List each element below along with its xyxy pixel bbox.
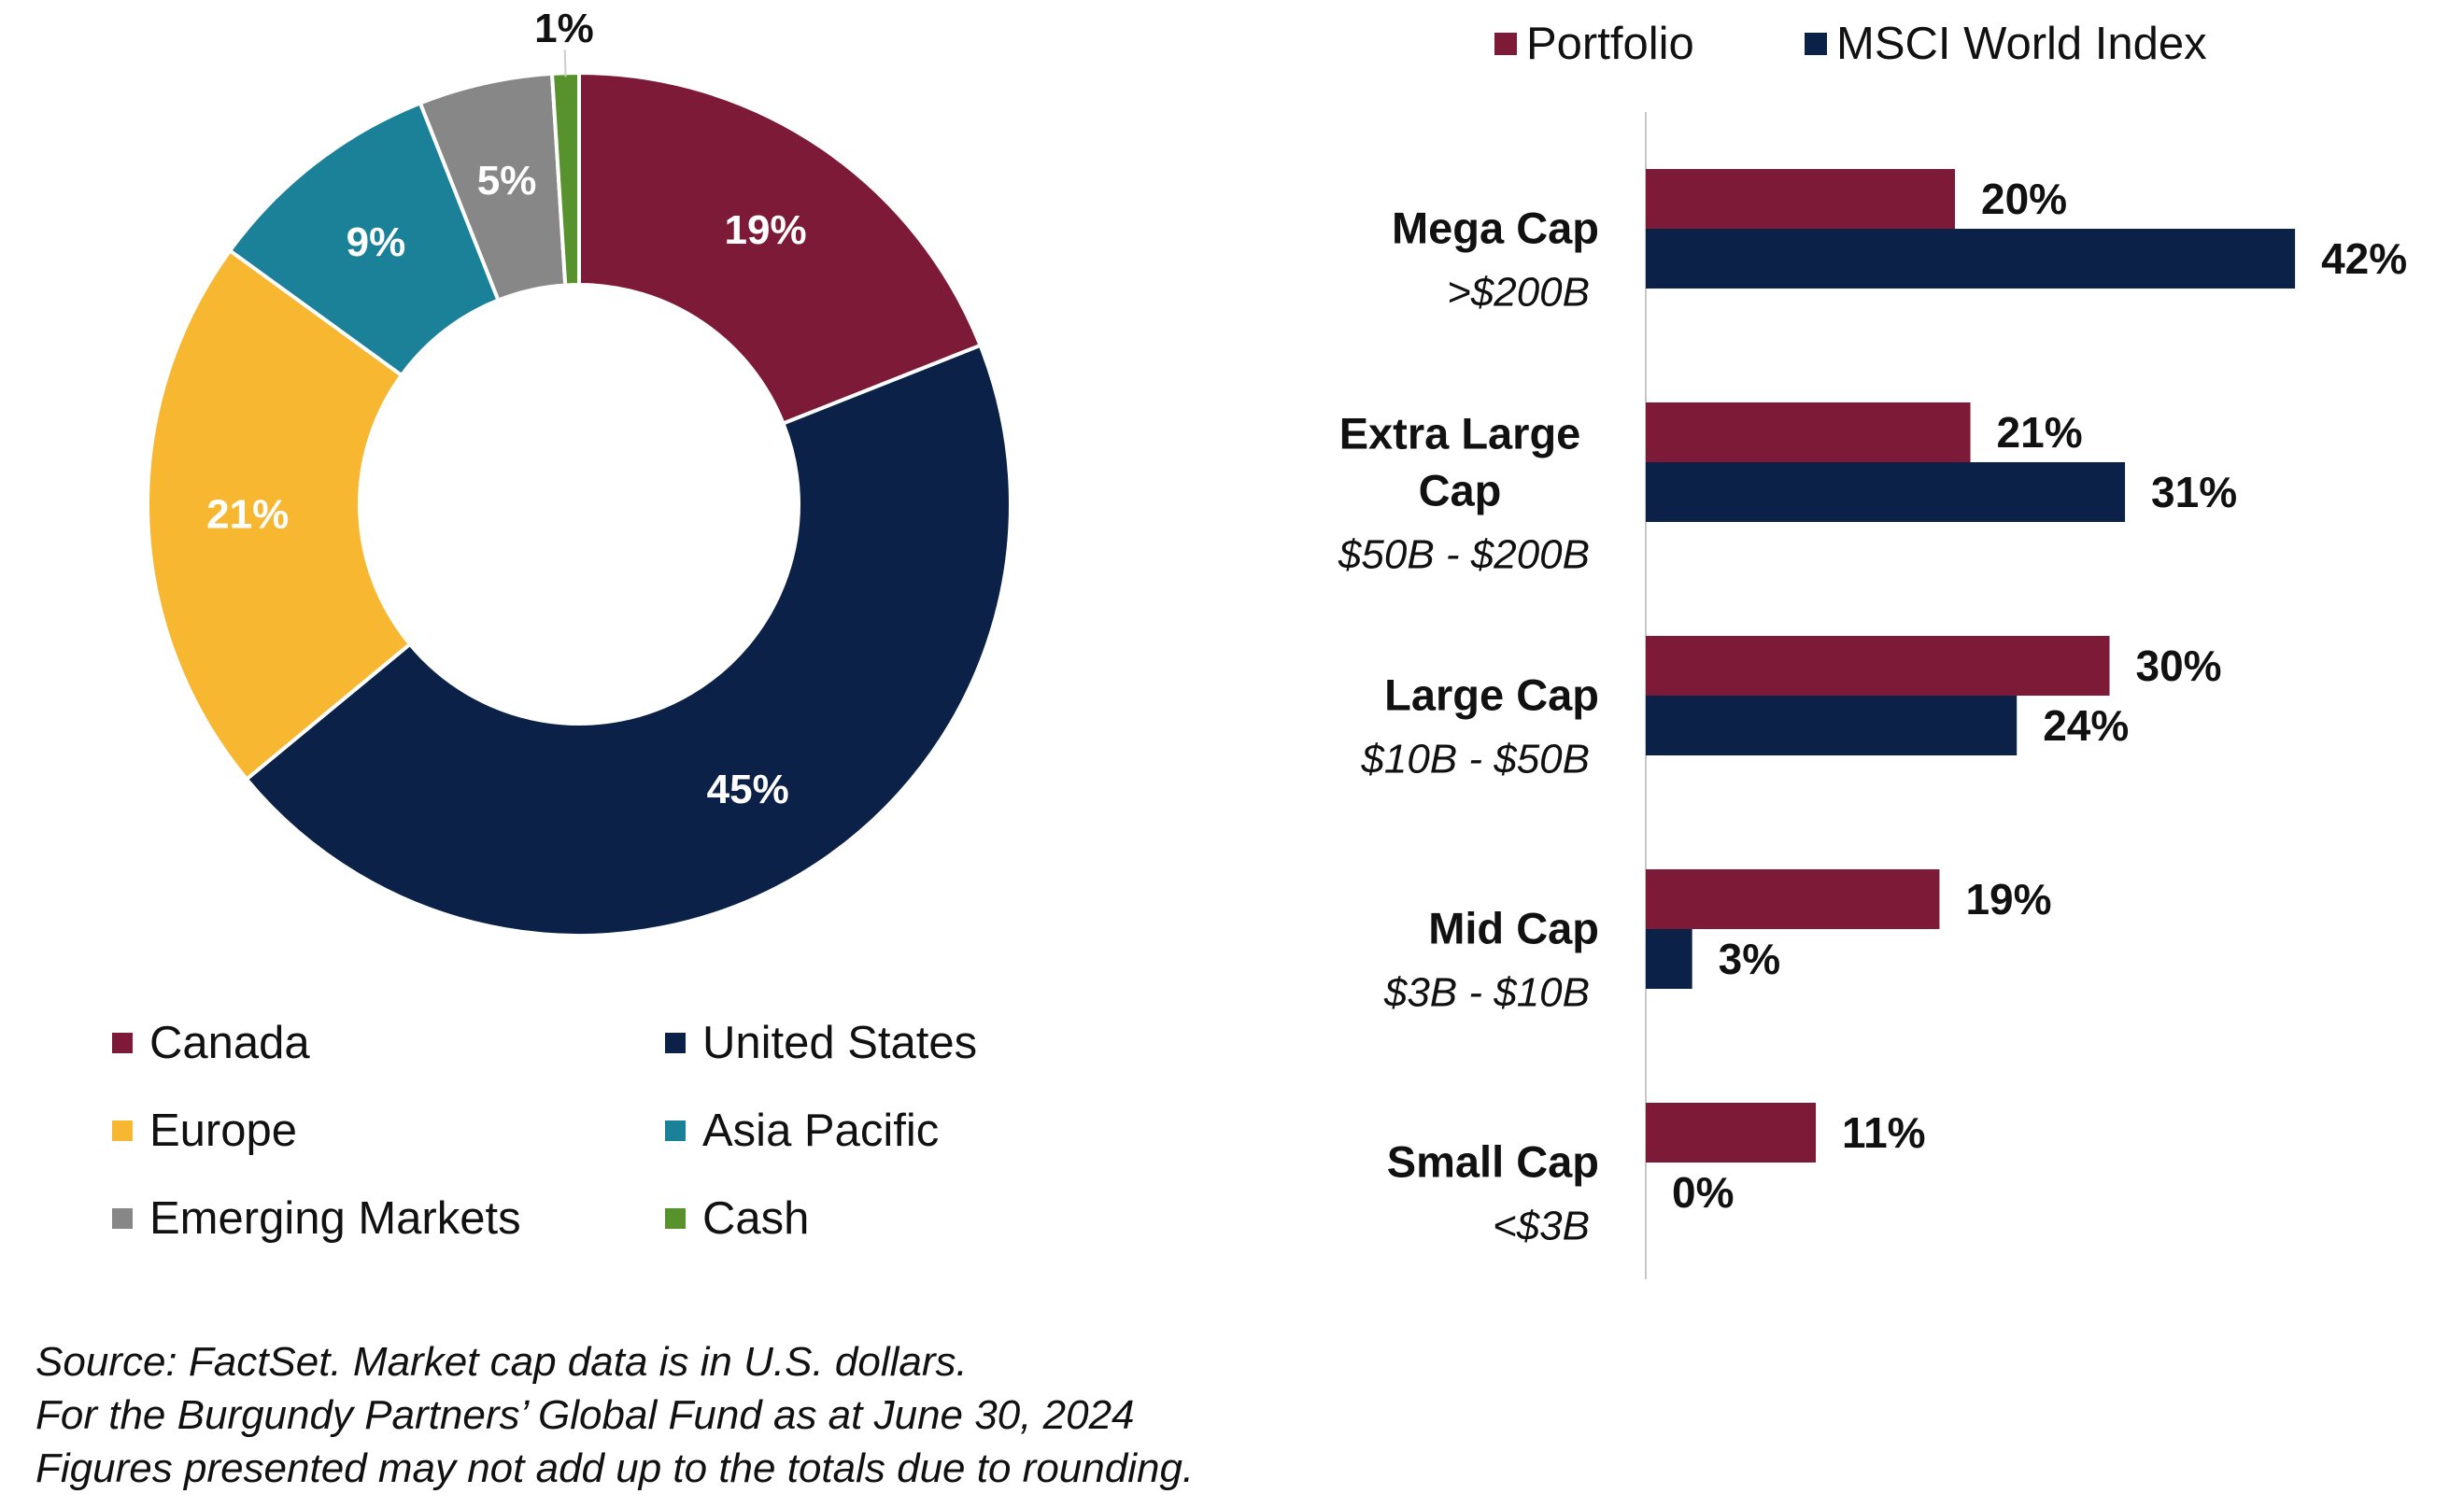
bar-label-portfolio-mega-cap: 20% [1981, 175, 2067, 223]
donut-chart: 19% 45% 21% 9% 5% 1% [146, 6, 1013, 937]
bar-portfolio-extra-large-cap [1646, 402, 1971, 462]
bar-label-portfolio-small-cap: 11% [1842, 1108, 1926, 1157]
category-label-small-cap: Small Cap [1387, 1137, 1599, 1187]
legend-swatch-portfolio [1494, 33, 1517, 55]
bar-label-msci-world-index-large-cap: 24% [2043, 701, 2129, 750]
bar-label-msci-world-index-mega-cap: 42% [2321, 234, 2407, 283]
bar-portfolio-large-cap [1646, 636, 2110, 696]
bar-label-portfolio-extra-large-cap: 21% [1997, 408, 2083, 457]
donut-legend: Canada United States Europe Asia Pacific Eme… [112, 1018, 977, 1244]
slice-label-asia-pacific: 9% [347, 219, 406, 265]
legend-swatch-europe [112, 1120, 133, 1141]
bar-msci-world-index-extra-large-cap [1646, 462, 2126, 522]
legend-swatch-emerging-markets [112, 1208, 133, 1229]
slice-label-canada: 19% [725, 207, 807, 253]
category-range-small-cap: <$3B [1493, 1204, 1590, 1249]
leader-line-cash [563, 49, 567, 78]
slice-label-emerging-markets: 5% [477, 158, 537, 204]
legend-label-asia-pacific: Asia Pacific [702, 1106, 939, 1156]
category-range-mega-cap: >$200B [1447, 270, 1590, 316]
slice-label-cash: 1% [534, 6, 594, 51]
legend-swatch-msci-world-index [1805, 33, 1827, 55]
slice-europe [146, 247, 413, 782]
footnote: Source: FactSet. Market cap data is in U… [35, 1335, 1194, 1495]
slice-united-states [244, 343, 1013, 937]
bar-label-msci-world-index-mid-cap: 3% [1719, 935, 1780, 983]
slice-cash [549, 70, 581, 288]
bar-msci-world-index-mega-cap [1646, 229, 2296, 289]
legend-label-msci-world-index: MSCI World Index [1836, 19, 2207, 69]
bar-msci-world-index-mid-cap [1646, 929, 1692, 989]
footnote-line-rounding: Figures presented may not add up to the … [35, 1445, 1195, 1491]
category-range-extra-large-cap: $50B - $200B [1338, 532, 1590, 578]
category-label-extra-large-cap-line-2: Cap [1419, 466, 1502, 515]
legend-swatch-cash [665, 1208, 686, 1229]
footnote-line-fund: For the Burgundy Partners’ Global Fund a… [35, 1392, 1135, 1438]
category-label-large-cap: Large Cap [1384, 670, 1599, 720]
footnote-line-source: Source: FactSet. Market cap data is in U… [35, 1339, 968, 1385]
legend-label-europe: Europe [149, 1106, 297, 1156]
category-label-mega-cap: Mega Cap [1392, 204, 1599, 253]
bar-legend: Portfolio MSCI World Index [1494, 19, 2207, 69]
legend-swatch-canada [112, 1033, 133, 1053]
bar-msci-world-index-large-cap [1646, 696, 2018, 755]
category-range-large-cap: $10B - $50B [1360, 737, 1590, 782]
bar-portfolio-small-cap [1646, 1103, 1817, 1163]
category-range-mid-cap: $3B - $10B [1383, 970, 1590, 1016]
slice-label-europe: 21% [206, 492, 289, 538]
slice-canada [577, 70, 984, 427]
category-label-mid-cap: Mid Cap [1428, 904, 1599, 953]
legend-label-canada: Canada [149, 1018, 310, 1068]
legend-swatch-asia-pacific [665, 1120, 686, 1141]
legend-label-united-states: United States [702, 1018, 977, 1068]
bar-label-portfolio-large-cap: 30% [2136, 641, 2222, 690]
bar-chart: 20% 42% Mega Cap >$200B 21% 31% Extra Large Cap… [1338, 112, 2407, 1279]
bar-label-msci-world-index-extra-large-cap: 31% [2151, 468, 2237, 516]
bar-portfolio-mega-cap [1646, 169, 1955, 229]
legend-label-emerging-markets: Emerging Markets [149, 1193, 521, 1244]
legend-label-portfolio: Portfolio [1526, 19, 1694, 69]
bar-portfolio-mid-cap [1646, 869, 1940, 929]
category-label-extra-large-cap-line-1: Extra Large [1339, 409, 1581, 458]
legend-label-cash: Cash [702, 1193, 809, 1244]
bar-label-msci-world-index-small-cap: 0% [1672, 1168, 1734, 1217]
slice-label-united-states: 45% [707, 767, 789, 812]
bar-label-portfolio-mid-cap: 19% [1965, 875, 2051, 923]
legend-swatch-united-states [665, 1033, 686, 1053]
